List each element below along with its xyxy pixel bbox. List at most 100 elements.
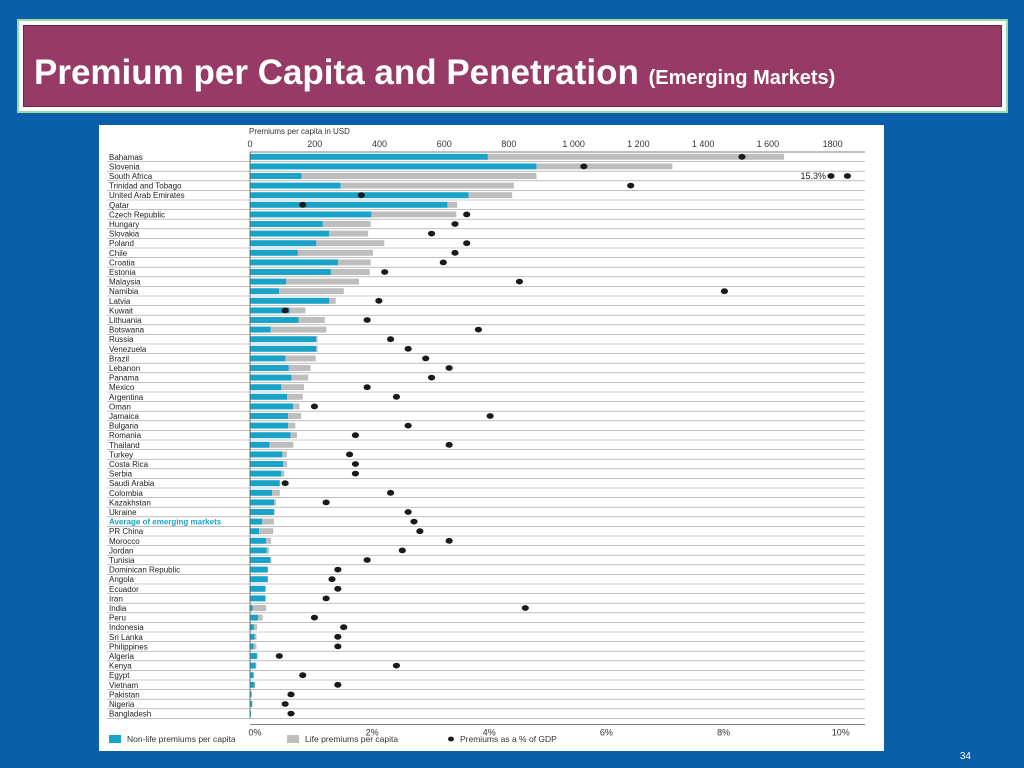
category-label: Panama: [109, 374, 139, 383]
category-label: Vietnam: [109, 681, 139, 690]
life-bar: [301, 173, 537, 179]
legend-non-life-swatch: [109, 735, 121, 743]
gdp-dot: [404, 422, 412, 429]
slide-title: Premium per Capita and Penetration (Emer…: [34, 53, 835, 93]
gdp-dot: [463, 240, 471, 247]
non-life-bar: [250, 681, 255, 688]
slide-subtitle: (Emerging Markets): [648, 67, 836, 89]
life-bar: [340, 182, 514, 189]
non-life-bar: [250, 374, 292, 381]
gdp-dot: [322, 595, 330, 602]
top-axis-tick-label: 1 000: [562, 139, 585, 149]
gdp-dot: [334, 681, 342, 688]
category-label: Latvia: [109, 297, 131, 306]
life-bar: [322, 221, 371, 227]
top-axis-tick-label: 200: [307, 139, 322, 149]
gdp-dot: [322, 499, 330, 506]
category-label: Slovenia: [109, 162, 140, 171]
non-life-bar: [250, 326, 271, 333]
life-bar: [447, 201, 458, 208]
life-bar: [487, 153, 785, 160]
gdp-dot: [375, 297, 383, 304]
gdp-dot: [328, 576, 336, 583]
title-banner: Premium per Capita and Penetration (Emer…: [23, 25, 1002, 107]
category-label: Malaysia: [109, 278, 141, 287]
bottom-axis-tick-label: 10%: [832, 727, 850, 737]
gdp-dot: [386, 336, 395, 343]
non-life-bar: [250, 710, 251, 717]
life-bar: [329, 297, 336, 304]
category-label: South Africa: [109, 172, 153, 181]
life-bar: [270, 557, 272, 563]
non-life-bar: [250, 509, 275, 515]
category-label: Czech Republic: [109, 210, 165, 219]
non-life-bar: [250, 297, 330, 304]
gdp-dot: [310, 614, 319, 621]
category-label: Egypt: [109, 671, 130, 680]
category-label: Lebanon: [109, 364, 140, 373]
category-label: Poland: [109, 239, 134, 248]
category-label: Trinidad and Tobago: [109, 182, 182, 191]
category-label: Average of emerging markets: [109, 518, 222, 527]
gdp-dot: [334, 643, 342, 650]
gdp-dot: [521, 605, 529, 611]
life-bar: [316, 336, 318, 343]
non-life-bar: [250, 461, 284, 467]
gdp-dot: [363, 384, 371, 391]
gdp-dot: [299, 201, 307, 208]
annotation-dot: [827, 173, 835, 179]
gdp-dot: [404, 345, 412, 352]
legend-life-swatch: [287, 735, 299, 743]
gdp-dot: [345, 451, 354, 458]
category-label: Ukraine: [109, 508, 137, 517]
gdp-dot: [404, 509, 412, 515]
non-life-bar: [250, 163, 537, 170]
non-life-bar: [250, 566, 268, 573]
category-label: Kazakhstan: [109, 498, 151, 507]
category-label: Jordan: [109, 546, 133, 555]
non-life-bar: [250, 489, 273, 496]
non-life-bar: [250, 269, 331, 275]
category-label: Morocco: [109, 537, 140, 546]
life-bar: [279, 288, 344, 295]
non-life-bar: [250, 470, 282, 477]
life-bar: [258, 614, 263, 621]
gdp-dot: [357, 192, 365, 199]
category-label: Argentina: [109, 393, 144, 402]
life-bar: [254, 633, 257, 640]
gdp-dot: [310, 403, 319, 410]
life-bar: [371, 211, 457, 218]
chart-panel: Premiums per capita in USD 0 200 400 600 800…: [99, 125, 884, 751]
life-bar: [288, 365, 311, 371]
non-life-bar: [250, 585, 266, 592]
non-life-bar: [250, 173, 302, 179]
category-label: Costa Rica: [109, 460, 149, 469]
gdp-dot: [363, 317, 371, 323]
legend-gdp-label: Premiums as a % of GDP: [460, 734, 557, 744]
non-life-bar: [250, 701, 253, 707]
bottom-axis-tick-label: 8%: [717, 727, 730, 737]
top-axis-tick-label: 0: [247, 139, 252, 149]
non-life-bar: [250, 432, 291, 439]
life-bar: [253, 624, 258, 631]
category-label: PR China: [109, 527, 144, 536]
life-bar: [330, 269, 370, 275]
gdp-dot: [287, 710, 295, 717]
non-life-bar: [250, 249, 298, 256]
non-life-bar: [250, 643, 254, 650]
chart-title: Premiums per capita in USD: [249, 127, 350, 136]
life-bar: [255, 662, 257, 669]
non-life-bar: [250, 230, 330, 237]
category-label: Brazil: [109, 354, 129, 363]
category-label: Mexico: [109, 383, 135, 392]
gdp-dot: [515, 278, 524, 285]
non-life-bar: [250, 672, 254, 679]
gdp-dot: [351, 432, 360, 439]
life-bar: [262, 518, 274, 525]
category-label: Lithuania: [109, 316, 142, 325]
legend-gdp-dot: [448, 736, 454, 742]
life-bar: [253, 643, 257, 650]
gdp-dot: [422, 355, 430, 362]
non-life-bar: [250, 441, 270, 448]
gdp-dot: [398, 547, 406, 554]
